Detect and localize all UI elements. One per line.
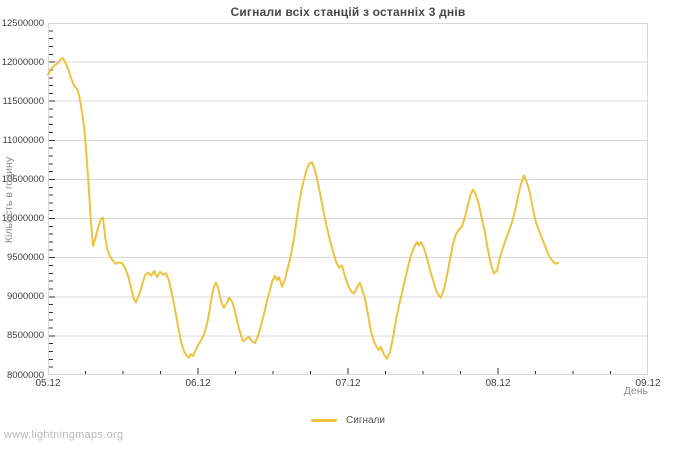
x-tick-label: 05.12	[35, 378, 61, 389]
x-tick-label: 09.12	[635, 378, 661, 389]
legend-series-label: Сигнали	[346, 414, 385, 426]
x-tick-label: 08.12	[485, 378, 511, 389]
y-tick-label: 10000000	[1, 213, 44, 225]
y-tick-label: 12500000	[1, 17, 44, 29]
series-line-Сигнали	[47, 57, 559, 360]
y-tick-label: 8000000	[7, 369, 44, 381]
plot-border	[48, 23, 648, 375]
legend-line-swatch	[311, 418, 338, 422]
y-tick-label: 10500000	[1, 173, 44, 185]
y-tick-label: 9500000	[7, 252, 44, 264]
axis-tick-marks	[49, 30, 611, 374]
grid-lines	[48, 61, 648, 337]
watermark: www.lightningmaps.org	[4, 429, 124, 441]
y-axis-title: Кількість в годину	[3, 156, 15, 244]
x-tick-label: 07.12	[335, 378, 361, 389]
chart-title: Сигнали всіх станцій з останніх 3 днів	[230, 5, 466, 19]
x-axis-title: День	[623, 385, 648, 397]
x-tick-label: 06.12	[185, 378, 211, 389]
y-tick-label: 12000000	[1, 56, 44, 68]
y-tick-label: 11000000	[2, 134, 44, 146]
legend: Сигнали	[48, 412, 648, 428]
y-tick-label: 11500000	[2, 95, 44, 107]
y-tick-label: 8500000	[7, 330, 44, 342]
y-tick-label: 9000000	[7, 291, 44, 303]
